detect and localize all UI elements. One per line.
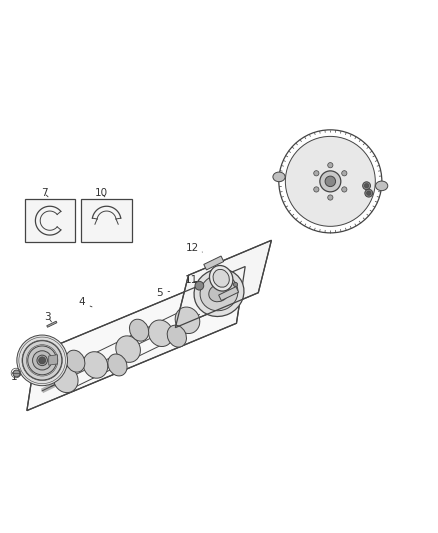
- Circle shape: [28, 346, 57, 375]
- Text: 3: 3: [45, 312, 52, 322]
- Ellipse shape: [148, 320, 173, 346]
- Polygon shape: [204, 256, 224, 270]
- Ellipse shape: [66, 350, 85, 372]
- Circle shape: [314, 171, 319, 176]
- Ellipse shape: [375, 181, 388, 191]
- Bar: [25, 199, 75, 243]
- Ellipse shape: [213, 269, 230, 287]
- Bar: [81, 199, 132, 243]
- Circle shape: [37, 355, 47, 366]
- Circle shape: [286, 136, 375, 227]
- Ellipse shape: [116, 336, 141, 362]
- Ellipse shape: [53, 366, 78, 393]
- Polygon shape: [219, 287, 239, 301]
- Text: 10: 10: [95, 188, 108, 198]
- Text: 11: 11: [185, 274, 198, 285]
- Text: 7: 7: [41, 188, 48, 198]
- Text: 13: 13: [193, 281, 209, 291]
- Polygon shape: [47, 321, 57, 327]
- Ellipse shape: [130, 319, 149, 341]
- Circle shape: [342, 171, 347, 176]
- Text: 2: 2: [25, 344, 36, 355]
- Circle shape: [364, 183, 369, 188]
- Circle shape: [305, 156, 356, 207]
- Circle shape: [32, 351, 52, 370]
- Ellipse shape: [273, 172, 285, 182]
- Circle shape: [195, 281, 204, 290]
- Ellipse shape: [108, 354, 127, 376]
- Ellipse shape: [200, 274, 238, 311]
- Polygon shape: [27, 266, 245, 410]
- Ellipse shape: [83, 352, 108, 378]
- Text: 14: 14: [226, 282, 239, 293]
- Ellipse shape: [209, 265, 233, 291]
- Circle shape: [328, 195, 333, 200]
- Circle shape: [311, 163, 349, 200]
- Ellipse shape: [209, 284, 229, 302]
- Ellipse shape: [167, 325, 187, 347]
- Polygon shape: [175, 240, 272, 328]
- Text: 12: 12: [186, 243, 202, 253]
- Circle shape: [325, 176, 336, 187]
- Circle shape: [299, 150, 362, 213]
- Circle shape: [292, 143, 369, 220]
- Circle shape: [314, 187, 319, 192]
- Circle shape: [22, 341, 62, 380]
- Circle shape: [17, 335, 67, 386]
- Circle shape: [328, 163, 333, 168]
- Circle shape: [365, 189, 373, 197]
- Text: 5: 5: [156, 288, 170, 298]
- Ellipse shape: [175, 307, 200, 334]
- Circle shape: [363, 182, 371, 190]
- Polygon shape: [49, 354, 57, 365]
- Circle shape: [320, 171, 341, 192]
- Circle shape: [367, 191, 371, 195]
- Text: 6: 6: [177, 310, 188, 319]
- Circle shape: [342, 187, 347, 192]
- Circle shape: [318, 169, 343, 193]
- Text: 4: 4: [78, 297, 92, 308]
- Ellipse shape: [194, 269, 244, 317]
- Text: 1: 1: [11, 372, 21, 382]
- Text: 15: 15: [297, 152, 328, 163]
- Circle shape: [39, 357, 46, 364]
- Text: 16: 16: [361, 174, 374, 187]
